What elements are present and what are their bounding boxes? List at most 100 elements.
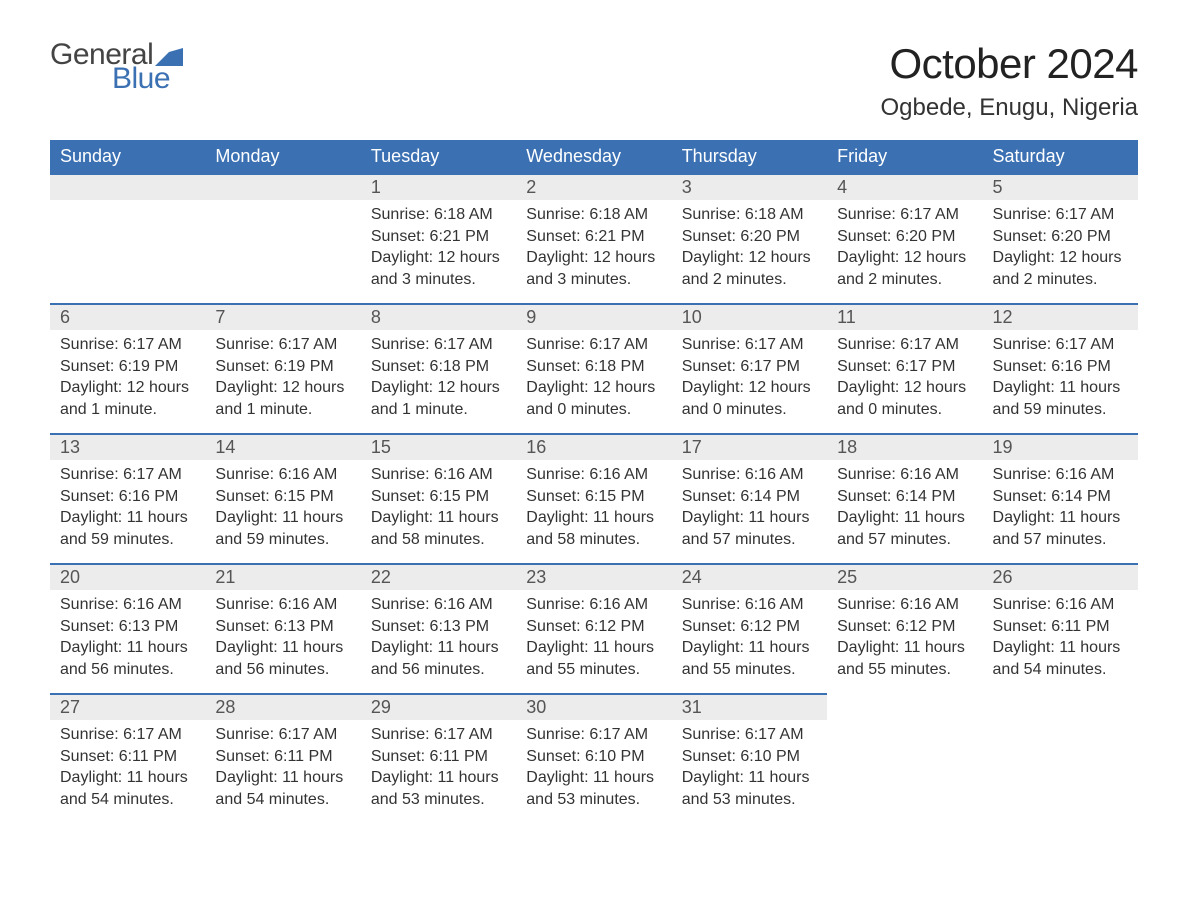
calendar-cell: 5Sunrise: 6:17 AMSunset: 6:20 PMDaylight… <box>983 173 1138 303</box>
sunrise-line: Sunrise: 6:17 AM <box>682 724 817 746</box>
day-details: Sunrise: 6:17 AMSunset: 6:20 PMDaylight:… <box>983 200 1138 300</box>
weekday-header: Thursday <box>672 140 827 173</box>
sunrise-line: Sunrise: 6:16 AM <box>837 464 972 486</box>
calendar-cell: 25Sunrise: 6:16 AMSunset: 6:12 PMDayligh… <box>827 563 982 693</box>
calendar-cell: 28Sunrise: 6:17 AMSunset: 6:11 PMDayligh… <box>205 693 360 823</box>
sunset-line: Sunset: 6:19 PM <box>60 356 195 378</box>
sunset-line: Sunset: 6:14 PM <box>837 486 972 508</box>
day-details: Sunrise: 6:16 AMSunset: 6:13 PMDaylight:… <box>50 590 205 690</box>
calendar-body: 1Sunrise: 6:18 AMSunset: 6:21 PMDaylight… <box>50 173 1138 823</box>
sunrise-line: Sunrise: 6:18 AM <box>371 204 506 226</box>
day-details: Sunrise: 6:16 AMSunset: 6:13 PMDaylight:… <box>205 590 360 690</box>
day-details: Sunrise: 6:16 AMSunset: 6:13 PMDaylight:… <box>361 590 516 690</box>
sunrise-line: Sunrise: 6:17 AM <box>682 334 817 356</box>
calendar-cell: 10Sunrise: 6:17 AMSunset: 6:17 PMDayligh… <box>672 303 827 433</box>
day-number: 26 <box>983 563 1138 590</box>
calendar-cell: 3Sunrise: 6:18 AMSunset: 6:20 PMDaylight… <box>672 173 827 303</box>
day-details: Sunrise: 6:16 AMSunset: 6:15 PMDaylight:… <box>361 460 516 560</box>
daylight-line: Daylight: 12 hours and 0 minutes. <box>526 377 661 420</box>
calendar-cell: 13Sunrise: 6:17 AMSunset: 6:16 PMDayligh… <box>50 433 205 563</box>
sunrise-line: Sunrise: 6:17 AM <box>215 724 350 746</box>
day-number: 23 <box>516 563 671 590</box>
daylight-line: Daylight: 11 hours and 59 minutes. <box>60 507 195 550</box>
calendar-cell: 12Sunrise: 6:17 AMSunset: 6:16 PMDayligh… <box>983 303 1138 433</box>
title-block: October 2024 Ogbede, Enugu, Nigeria <box>880 40 1138 122</box>
page-title: October 2024 <box>880 40 1138 88</box>
day-details: Sunrise: 6:18 AMSunset: 6:21 PMDaylight:… <box>516 200 671 300</box>
day-number: 15 <box>361 433 516 460</box>
day-details: Sunrise: 6:17 AMSunset: 6:18 PMDaylight:… <box>516 330 671 430</box>
daylight-line: Daylight: 12 hours and 2 minutes. <box>837 247 972 290</box>
day-details: Sunrise: 6:17 AMSunset: 6:11 PMDaylight:… <box>361 720 516 820</box>
day-number: 24 <box>672 563 827 590</box>
calendar-cell: 21Sunrise: 6:16 AMSunset: 6:13 PMDayligh… <box>205 563 360 693</box>
sunrise-line: Sunrise: 6:17 AM <box>526 724 661 746</box>
calendar-cell <box>983 693 1138 823</box>
daylight-line: Daylight: 11 hours and 58 minutes. <box>371 507 506 550</box>
sunset-line: Sunset: 6:17 PM <box>682 356 817 378</box>
day-number: 9 <box>516 303 671 330</box>
sunrise-line: Sunrise: 6:17 AM <box>837 334 972 356</box>
sunset-line: Sunset: 6:10 PM <box>682 746 817 768</box>
daylight-line: Daylight: 11 hours and 53 minutes. <box>682 767 817 810</box>
daylight-line: Daylight: 11 hours and 55 minutes. <box>682 637 817 680</box>
sunrise-line: Sunrise: 6:16 AM <box>682 464 817 486</box>
sunset-line: Sunset: 6:12 PM <box>837 616 972 638</box>
calendar-cell: 31Sunrise: 6:17 AMSunset: 6:10 PMDayligh… <box>672 693 827 823</box>
day-number: 29 <box>361 693 516 720</box>
calendar-week-row: 6Sunrise: 6:17 AMSunset: 6:19 PMDaylight… <box>50 303 1138 433</box>
daylight-line: Daylight: 11 hours and 53 minutes. <box>526 767 661 810</box>
day-number: 11 <box>827 303 982 330</box>
day-details: Sunrise: 6:17 AMSunset: 6:16 PMDaylight:… <box>983 330 1138 430</box>
daylight-line: Daylight: 11 hours and 55 minutes. <box>837 637 972 680</box>
day-number: 19 <box>983 433 1138 460</box>
sunrise-line: Sunrise: 6:16 AM <box>526 594 661 616</box>
daylight-line: Daylight: 12 hours and 2 minutes. <box>682 247 817 290</box>
sunset-line: Sunset: 6:13 PM <box>371 616 506 638</box>
calendar-cell: 7Sunrise: 6:17 AMSunset: 6:19 PMDaylight… <box>205 303 360 433</box>
day-number: 6 <box>50 303 205 330</box>
day-number: 30 <box>516 693 671 720</box>
calendar-cell: 30Sunrise: 6:17 AMSunset: 6:10 PMDayligh… <box>516 693 671 823</box>
calendar-week-row: 1Sunrise: 6:18 AMSunset: 6:21 PMDaylight… <box>50 173 1138 303</box>
day-details: Sunrise: 6:18 AMSunset: 6:21 PMDaylight:… <box>361 200 516 300</box>
daylight-line: Daylight: 11 hours and 59 minutes. <box>993 377 1128 420</box>
day-details: Sunrise: 6:17 AMSunset: 6:10 PMDaylight:… <box>516 720 671 820</box>
sunset-line: Sunset: 6:15 PM <box>371 486 506 508</box>
day-details: Sunrise: 6:16 AMSunset: 6:11 PMDaylight:… <box>983 590 1138 690</box>
day-number: 3 <box>672 173 827 200</box>
day-number: 4 <box>827 173 982 200</box>
empty-day-header <box>50 173 205 200</box>
sunrise-line: Sunrise: 6:16 AM <box>215 464 350 486</box>
day-details: Sunrise: 6:18 AMSunset: 6:20 PMDaylight:… <box>672 200 827 300</box>
calendar-cell: 16Sunrise: 6:16 AMSunset: 6:15 PMDayligh… <box>516 433 671 563</box>
sunset-line: Sunset: 6:16 PM <box>993 356 1128 378</box>
calendar-cell: 9Sunrise: 6:17 AMSunset: 6:18 PMDaylight… <box>516 303 671 433</box>
empty-day-header <box>205 173 360 200</box>
sunrise-line: Sunrise: 6:17 AM <box>371 724 506 746</box>
daylight-line: Daylight: 12 hours and 0 minutes. <box>837 377 972 420</box>
sunrise-line: Sunrise: 6:17 AM <box>993 204 1128 226</box>
day-details: Sunrise: 6:17 AMSunset: 6:19 PMDaylight:… <box>50 330 205 430</box>
day-number: 17 <box>672 433 827 460</box>
daylight-line: Daylight: 11 hours and 54 minutes. <box>60 767 195 810</box>
header: General Blue October 2024 Ogbede, Enugu,… <box>50 40 1138 122</box>
day-details: Sunrise: 6:17 AMSunset: 6:18 PMDaylight:… <box>361 330 516 430</box>
sunrise-line: Sunrise: 6:16 AM <box>526 464 661 486</box>
day-details: Sunrise: 6:16 AMSunset: 6:14 PMDaylight:… <box>983 460 1138 560</box>
daylight-line: Daylight: 12 hours and 3 minutes. <box>371 247 506 290</box>
sunset-line: Sunset: 6:12 PM <box>526 616 661 638</box>
sunrise-line: Sunrise: 6:16 AM <box>993 464 1128 486</box>
day-details: Sunrise: 6:17 AMSunset: 6:10 PMDaylight:… <box>672 720 827 820</box>
day-details: Sunrise: 6:16 AMSunset: 6:12 PMDaylight:… <box>827 590 982 690</box>
calendar-week-row: 27Sunrise: 6:17 AMSunset: 6:11 PMDayligh… <box>50 693 1138 823</box>
day-number: 5 <box>983 173 1138 200</box>
calendar-cell: 4Sunrise: 6:17 AMSunset: 6:20 PMDaylight… <box>827 173 982 303</box>
day-number: 2 <box>516 173 671 200</box>
calendar-table: SundayMondayTuesdayWednesdayThursdayFrid… <box>50 140 1138 823</box>
daylight-line: Daylight: 11 hours and 57 minutes. <box>682 507 817 550</box>
sunset-line: Sunset: 6:12 PM <box>682 616 817 638</box>
daylight-line: Daylight: 12 hours and 1 minute. <box>60 377 195 420</box>
sunrise-line: Sunrise: 6:17 AM <box>837 204 972 226</box>
sunset-line: Sunset: 6:20 PM <box>682 226 817 248</box>
